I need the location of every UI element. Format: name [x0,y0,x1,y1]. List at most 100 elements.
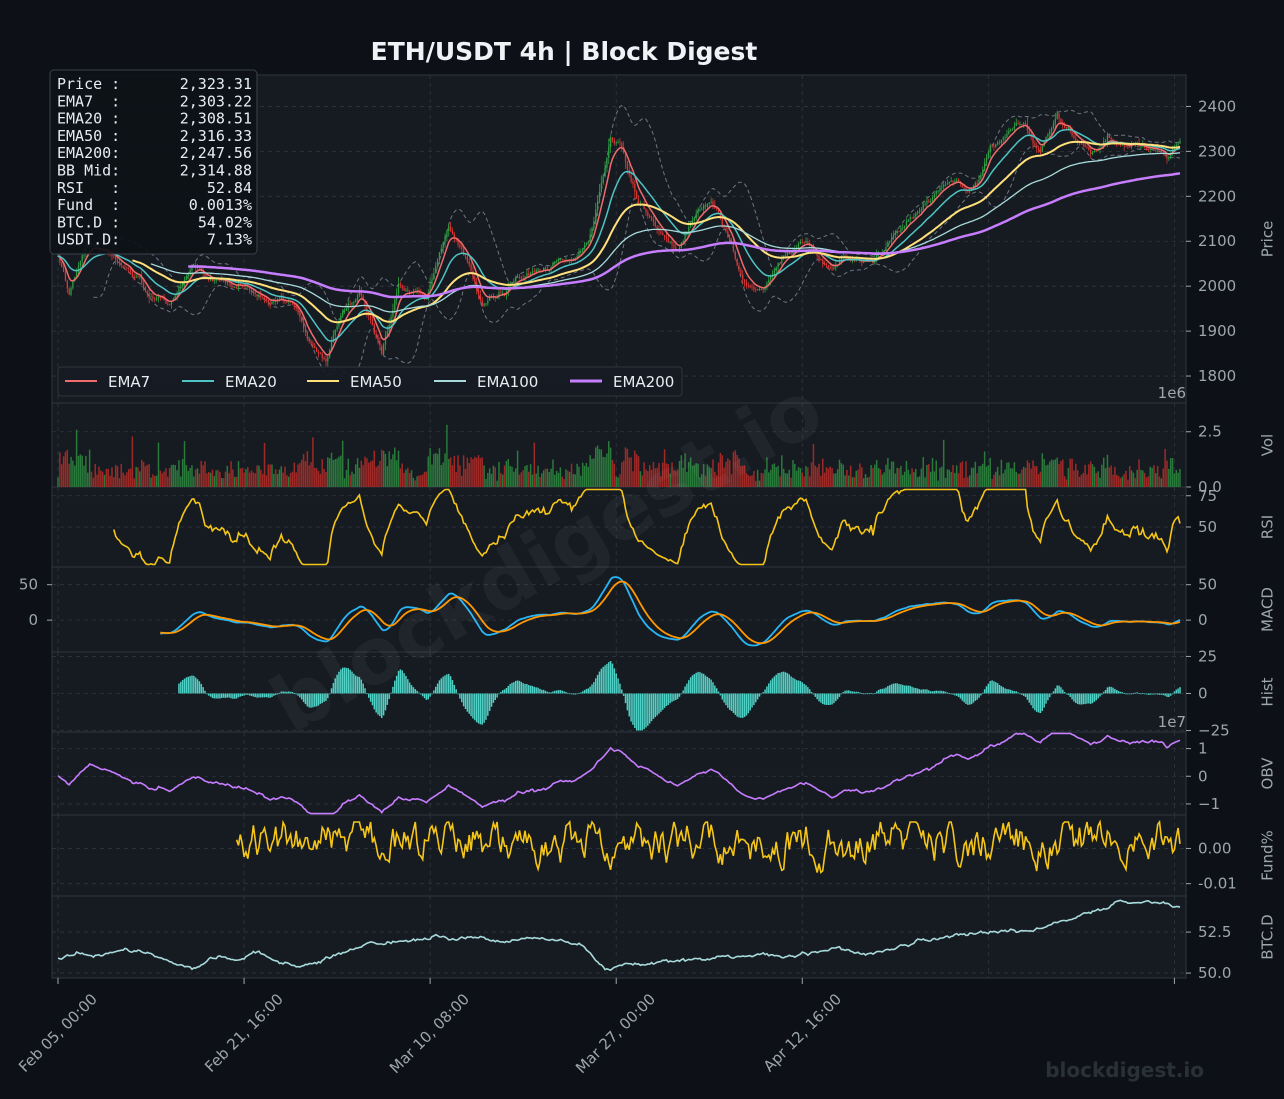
candle-body [1110,137,1112,140]
volume-bar [1102,457,1105,487]
volume-bar [1002,473,1004,487]
candle-body [788,252,790,254]
volume-bar [181,459,184,487]
candle-body [332,335,335,342]
volume-bar [494,467,497,487]
hist-bar [528,685,530,694]
volume-bar [609,447,612,487]
candle-body [587,241,589,243]
volume-bar [142,461,145,487]
volume-bar [163,471,165,487]
volume-bar [606,453,608,487]
hist-bar [747,693,750,714]
volume-bar [905,460,908,487]
volume-bar [872,468,874,487]
hist-bar [890,684,893,694]
volume-bar [738,458,740,487]
volume-bar [1004,469,1006,487]
hist-bar [501,690,504,694]
hist-bar [987,683,990,694]
hist-bar [250,693,253,697]
candle-body [993,145,995,147]
volume-bar [1086,474,1088,487]
candle-body [1006,133,1008,138]
hist-bar [1132,693,1135,694]
hist-bar [516,680,519,694]
price-tick-label: 2400 [1198,97,1236,115]
candle-body [178,288,180,293]
hist-bar [325,693,327,701]
hist-bar [369,693,372,702]
candle-body [265,298,268,300]
hist-bar [1052,691,1055,694]
volume-bar [717,462,720,487]
candle-body [79,261,81,267]
volume-bar [513,471,515,487]
hist-bar [580,692,582,694]
volume-bar [641,475,644,487]
volume-bar [844,475,846,487]
volume-bar [691,465,694,487]
hist-bar [615,673,617,694]
candle-body [1145,147,1148,149]
volume-bar [673,470,675,487]
hist-bar [836,693,839,700]
volume-bar [961,461,964,487]
hist-bar [781,671,783,694]
hist-bar [232,693,234,699]
candle-body [542,267,545,271]
volume-bar [619,474,621,487]
hist-bar [985,686,988,694]
volume-bar [421,474,424,487]
hist-bar [189,676,191,694]
candle-body [552,263,554,267]
volume-bar [75,429,78,487]
volume-bar [155,475,158,487]
volume-bar [1047,464,1049,487]
volume-bar [578,466,580,487]
volume-bar [555,470,558,487]
hist-bar [812,693,815,695]
candle-body [941,186,943,188]
hist-bar [479,693,482,725]
candle-body [742,274,744,280]
info-label: EMA7 : [57,92,120,110]
volume-bar [360,460,363,487]
candle-body [150,296,152,298]
candle-body [345,308,348,311]
hist-bar [347,668,350,694]
candle-body [935,191,937,195]
volume-bar [827,468,830,487]
candle-body [589,234,591,242]
candle-body [1036,145,1038,149]
hist-bar [768,683,770,694]
candle-body [769,275,772,280]
candle-body [533,271,535,273]
hist-bar [924,689,926,694]
candle-body [1108,135,1110,138]
candle-body [956,179,958,181]
candle-body [489,297,491,301]
hist-bar [874,693,876,694]
volume-bar [788,469,790,487]
volume-bar [1168,468,1170,487]
volume-bar [217,469,219,487]
hist-bar [202,687,204,694]
hist-bar [405,675,407,694]
price-tick-label: 2100 [1198,232,1236,250]
hist-bar [353,673,355,694]
hist-bar [1115,690,1118,694]
hist-bar [609,661,612,694]
candle-body [349,304,351,306]
volume-bar [885,464,887,487]
volume-bar [970,467,973,487]
candle-body [254,292,256,295]
hist-bar [334,678,336,694]
hist-bar [314,693,316,707]
candle-body [141,276,143,284]
hist-bar [211,693,214,698]
hist-bar [204,690,206,694]
candle-body [470,264,472,271]
volume-bar [1069,458,1071,487]
hist-bar [436,683,439,694]
